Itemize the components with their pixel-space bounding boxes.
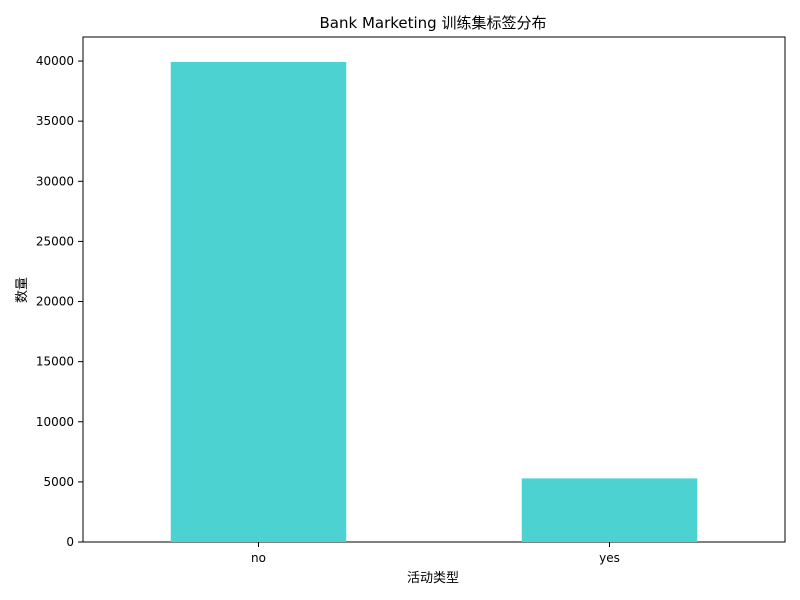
- bar-no: [170, 61, 347, 543]
- y-tick-label: 30000: [36, 174, 74, 188]
- plot-frame: [82, 36, 786, 543]
- x-axis-label: 活动类型: [407, 571, 459, 586]
- y-tick-label: 10000: [36, 415, 74, 429]
- y-tick-label: 35000: [36, 114, 74, 128]
- chart-title: Bank Marketing 训练集标签分布: [320, 14, 547, 32]
- y-tick-label: 0: [66, 535, 74, 549]
- y-axis-label: 数量: [15, 277, 30, 303]
- y-tick-label: 20000: [36, 295, 74, 309]
- y-axis-ticks: 0 5000 10000 15000 20000 25000 30000 35000 40000: [36, 54, 83, 549]
- x-tick-label-no: no: [251, 551, 266, 565]
- x-axis-ticks: no yes: [251, 542, 620, 565]
- y-tick-label: 40000: [36, 54, 74, 68]
- x-tick-label-yes: yes: [599, 551, 620, 565]
- y-tick-label: 5000: [43, 475, 74, 489]
- y-tick-label: 15000: [36, 355, 74, 369]
- plot-area: [82, 36, 786, 543]
- y-tick-label: 25000: [36, 234, 74, 248]
- bars-group: [170, 61, 698, 543]
- bar-yes: [521, 478, 698, 542]
